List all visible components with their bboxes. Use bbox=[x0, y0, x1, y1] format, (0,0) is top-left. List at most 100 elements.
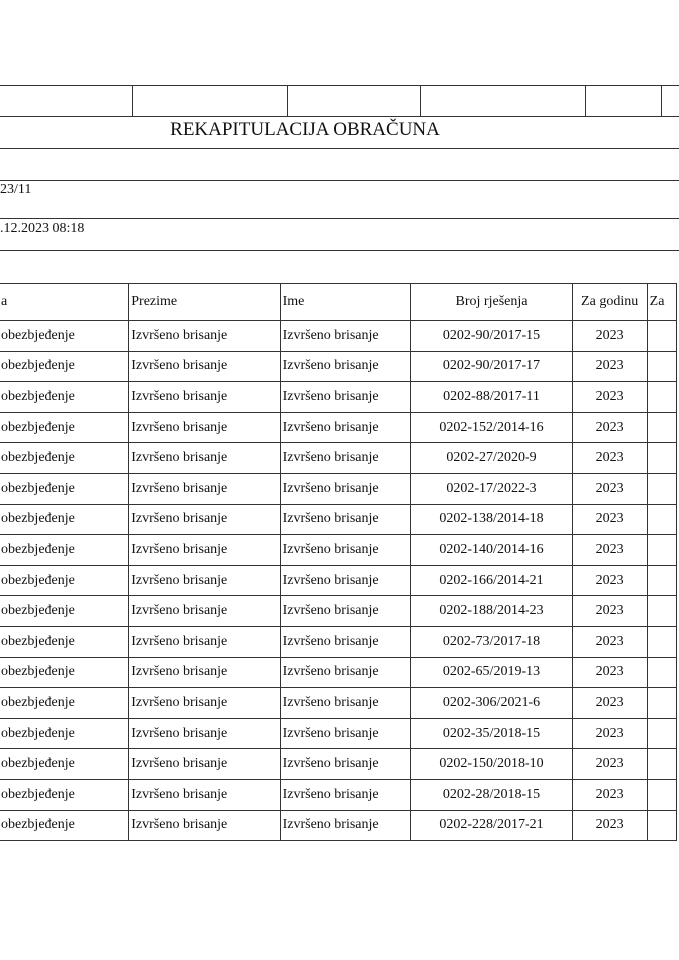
table-row: obezbjeđenje Izvršeno brisanje Izvršeno br… bbox=[0, 564, 678, 597]
table-cell: 0202-27/2020-9 bbox=[410, 442, 573, 474]
table-cell: 0202-306/2021-6 bbox=[410, 687, 573, 719]
table-cell: Izvršeno brisanje bbox=[279, 809, 412, 842]
table-cell: 0202-90/2017-17 bbox=[410, 350, 573, 383]
table-cell: obezbjeđenje bbox=[0, 656, 130, 689]
table-cell: 2023 bbox=[571, 472, 648, 505]
divider bbox=[132, 85, 133, 116]
table-cell: Izvršeno brisanje bbox=[128, 320, 281, 352]
divider bbox=[661, 85, 662, 116]
table-cell: 0202-90/2017-15 bbox=[410, 320, 573, 352]
table-cell: Izvršeno brisanje bbox=[279, 778, 412, 811]
table-row: obezbjeđenje Izvršeno brisanje Izvršeno br… bbox=[0, 656, 678, 689]
table-cell: 2023 bbox=[571, 748, 648, 780]
table-cell: Izvršeno brisanje bbox=[128, 381, 281, 413]
table-cell bbox=[646, 320, 678, 352]
table-cell: 2023 bbox=[571, 534, 648, 566]
table-cell: 0202-150/2018-10 bbox=[410, 748, 573, 780]
table-cell: obezbjeđenje bbox=[0, 472, 130, 505]
table-cell: Izvršeno brisanje bbox=[279, 411, 412, 444]
table-cell: 2023 bbox=[571, 717, 648, 750]
table-cell bbox=[646, 381, 678, 413]
table-cell: 0202-188/2014-23 bbox=[410, 595, 573, 627]
table-cell bbox=[646, 564, 678, 597]
table-cell: 0202-166/2014-21 bbox=[410, 564, 573, 597]
table-cell: Izvršeno brisanje bbox=[128, 748, 281, 780]
table-cell: 2023 bbox=[571, 809, 648, 842]
table-cell: 2023 bbox=[571, 687, 648, 719]
table-cell: Izvršeno brisanje bbox=[128, 625, 281, 658]
table-cell: obezbjeđenje bbox=[0, 564, 130, 597]
table-cell: Izvršeno brisanje bbox=[128, 534, 281, 566]
table-cell: obezbjeđenje bbox=[0, 381, 130, 413]
table-cell: 2023 bbox=[571, 595, 648, 627]
table-cell: Izvršeno brisanje bbox=[128, 503, 281, 536]
table-cell: 0202-88/2017-11 bbox=[410, 381, 573, 413]
divider bbox=[0, 85, 679, 86]
header-cell: Za bbox=[646, 283, 678, 321]
table-cell: Izvršeno brisanje bbox=[279, 350, 412, 383]
table-cell: obezbjeđenje bbox=[0, 748, 130, 780]
header-cell: Za godinu bbox=[571, 283, 648, 321]
table-cell: Izvršeno brisanje bbox=[128, 350, 281, 383]
table-row: obezbjeđenje Izvršeno brisanje Izvršeno br… bbox=[0, 717, 678, 750]
table-cell: 0202-228/2017-21 bbox=[410, 809, 573, 842]
table-cell: Izvršeno brisanje bbox=[279, 320, 412, 352]
divider bbox=[287, 85, 288, 116]
table-cell: 2023 bbox=[571, 350, 648, 383]
table-cell bbox=[646, 442, 678, 474]
table-row: obezbjeđenje Izvršeno brisanje Izvršeno br… bbox=[0, 381, 678, 413]
header-cell: Broj rješenja bbox=[410, 283, 573, 321]
table-cell: Izvršeno brisanje bbox=[279, 534, 412, 566]
table-cell: 0202-65/2019-13 bbox=[410, 656, 573, 689]
table-cell: Izvršeno brisanje bbox=[279, 472, 412, 505]
table-cell: Izvršeno brisanje bbox=[128, 564, 281, 597]
table-cell: obezbjeđenje bbox=[0, 320, 130, 352]
table-cell: 0202-73/2017-18 bbox=[410, 625, 573, 658]
table-cell bbox=[646, 534, 678, 566]
table-cell: 2023 bbox=[571, 320, 648, 352]
table-cell: obezbjeđenje bbox=[0, 717, 130, 750]
table-header-row: a Prezime Ime Broj rješenja Za godinu Za bbox=[0, 283, 678, 321]
table-cell bbox=[646, 717, 678, 750]
table-cell: Izvršeno brisanje bbox=[279, 748, 412, 780]
divider bbox=[0, 218, 679, 219]
table-cell: obezbjeđenje bbox=[0, 534, 130, 566]
table-cell: 0202-28/2018-15 bbox=[410, 778, 573, 811]
table-cell: 0202-140/2014-16 bbox=[410, 534, 573, 566]
table-cell: 2023 bbox=[571, 564, 648, 597]
table-cell: Izvršeno brisanje bbox=[279, 595, 412, 627]
table-row: obezbjeđenje Izvršeno brisanje Izvršeno br… bbox=[0, 687, 678, 719]
table-cell: 0202-17/2022-3 bbox=[410, 472, 573, 505]
table-cell: obezbjeđenje bbox=[0, 625, 130, 658]
table-cell: obezbjeđenje bbox=[0, 687, 130, 719]
table-cell: 2023 bbox=[571, 381, 648, 413]
header-cell: Ime bbox=[279, 283, 412, 321]
table-cell: 2023 bbox=[571, 411, 648, 444]
table-cell bbox=[646, 656, 678, 689]
page-title: REKAPITULACIJA OBRAČUNA bbox=[170, 119, 440, 140]
table-row: obezbjeđenje Izvršeno brisanje Izvršeno br… bbox=[0, 748, 678, 780]
table-cell: 0202-35/2018-15 bbox=[410, 717, 573, 750]
table-cell bbox=[646, 503, 678, 536]
table-cell bbox=[646, 595, 678, 627]
table-cell: Izvršeno brisanje bbox=[279, 717, 412, 750]
divider bbox=[0, 116, 679, 117]
table-cell: 2023 bbox=[571, 656, 648, 689]
table-cell: Izvršeno brisanje bbox=[279, 442, 412, 474]
table-cell: Izvršeno brisanje bbox=[128, 472, 281, 505]
table-cell: Izvršeno brisanje bbox=[279, 625, 412, 658]
table-cell: obezbjeđenje bbox=[0, 809, 130, 842]
table-cell: Izvršeno brisanje bbox=[279, 564, 412, 597]
table-cell bbox=[646, 411, 678, 444]
table-cell: Izvršeno brisanje bbox=[279, 503, 412, 536]
table-row: obezbjeđenje Izvršeno brisanje Izvršeno br… bbox=[0, 320, 678, 352]
datetime-value: .12.2023 08:18 bbox=[0, 221, 85, 236]
table-cell: Izvršeno brisanje bbox=[279, 687, 412, 719]
table-cell: 2023 bbox=[571, 625, 648, 658]
table-cell bbox=[646, 809, 678, 842]
table-cell bbox=[646, 472, 678, 505]
table-cell: Izvršeno brisanje bbox=[128, 656, 281, 689]
table-row: obezbjeđenje Izvršeno brisanje Izvršeno br… bbox=[0, 411, 678, 444]
table-cell: 2023 bbox=[571, 778, 648, 811]
header-cell: a bbox=[0, 283, 130, 321]
